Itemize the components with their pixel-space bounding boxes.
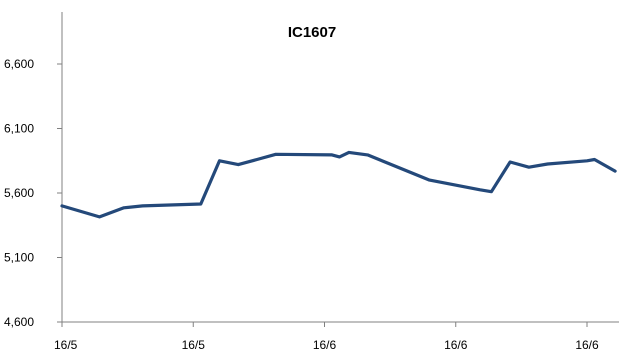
y-tick-label: 6,100 (4, 122, 34, 136)
x-tick-label: 16/6 (444, 338, 468, 352)
series-line (60, 150, 617, 219)
y-tick-label: 6,600 (4, 57, 34, 71)
y-tick-label: 4,600 (4, 315, 34, 329)
x-tick-label: 16/6 (313, 338, 337, 352)
x-axis-ticks: 16/5 16/5 16/6 16/6 16/6 (54, 322, 599, 352)
chart-title: IC1607 (288, 24, 336, 41)
x-tick-label: 16/5 (54, 338, 78, 352)
y-tick-label: 5,100 (4, 251, 34, 265)
x-tick-label: 16/6 (575, 338, 599, 352)
x-tick-label: 16/5 (182, 338, 206, 352)
series-layer (60, 150, 617, 219)
y-axis-ticks: 4,600 5,100 5,600 6,100 6,600 (4, 57, 62, 329)
y-tick-label: 5,600 (4, 186, 34, 200)
